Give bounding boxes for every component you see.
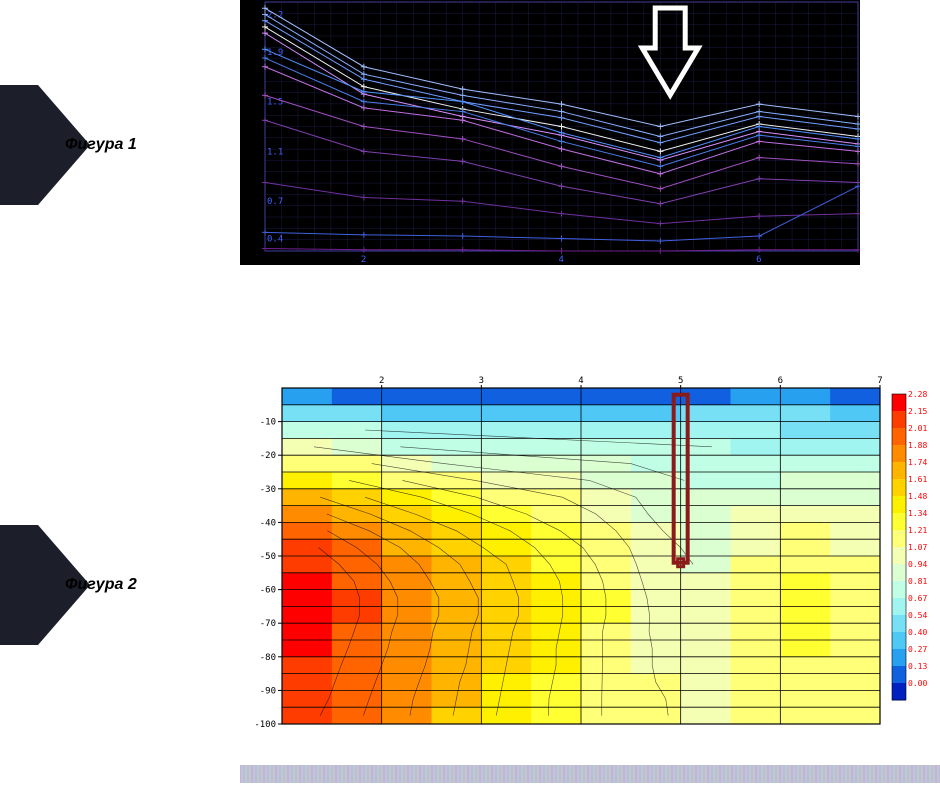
svg-text:1.34: 1.34 (908, 509, 927, 518)
fig1-label: Фигура 1 (65, 136, 137, 154)
fig2-chart: -10 -20 -30 -40 -50 -60 -70 -80 -90 -100 2 3 4 5 6 7 2.2… (240, 370, 940, 730)
svg-text:4: 4 (559, 255, 564, 265)
svg-text:0.81: 0.81 (908, 577, 927, 586)
svg-text:0.67: 0.67 (908, 594, 927, 603)
svg-text:-20: -20 (260, 451, 276, 461)
fig2-label-block: Фигура 2 (0, 525, 200, 645)
svg-text:-50: -50 (260, 552, 276, 562)
svg-text:-30: -30 (260, 485, 276, 495)
svg-text:0.7: 0.7 (267, 197, 283, 207)
noise-bar (240, 765, 940, 783)
svg-text:2.15: 2.15 (908, 407, 927, 416)
svg-text:1.48: 1.48 (908, 492, 927, 501)
svg-text:1.61: 1.61 (908, 475, 927, 484)
svg-text:1.5: 1.5 (267, 98, 283, 108)
svg-text:2: 2 (379, 376, 384, 386)
svg-text:2.01: 2.01 (908, 424, 927, 433)
svg-text:0.27: 0.27 (908, 645, 927, 654)
svg-text:2.2: 2.2 (267, 10, 283, 20)
svg-text:6: 6 (778, 376, 783, 386)
svg-text:3: 3 (479, 376, 484, 386)
svg-text:-60: -60 (260, 586, 276, 596)
svg-text:1.21: 1.21 (908, 526, 927, 535)
svg-text:7: 7 (877, 376, 882, 386)
svg-text:-100: -100 (254, 720, 276, 730)
fig1-chart: 0.40.71.11.51.92.2246 (240, 0, 860, 265)
svg-text:1.74: 1.74 (908, 458, 927, 467)
svg-text:1.07: 1.07 (908, 543, 927, 552)
svg-text:0.13: 0.13 (908, 662, 927, 671)
svg-text:5: 5 (678, 376, 683, 386)
svg-text:4: 4 (578, 376, 583, 386)
svg-text:2: 2 (361, 255, 366, 265)
svg-text:-70: -70 (260, 619, 276, 629)
fig1-label-block: Фигура 1 (0, 85, 200, 205)
svg-text:0.54: 0.54 (908, 611, 927, 620)
fig2-label: Фигура 2 (65, 576, 137, 594)
svg-text:-90: -90 (260, 686, 276, 696)
svg-text:1.1: 1.1 (267, 147, 283, 157)
svg-text:0.00: 0.00 (908, 679, 927, 688)
svg-text:0.40: 0.40 (908, 628, 927, 637)
svg-text:-80: -80 (260, 653, 276, 663)
svg-text:2.28: 2.28 (908, 390, 927, 399)
svg-text:0.4: 0.4 (267, 235, 283, 245)
svg-text:0.94: 0.94 (908, 560, 927, 569)
svg-text:6: 6 (756, 255, 761, 265)
svg-text:-10: -10 (260, 418, 276, 428)
svg-text:-40: -40 (260, 518, 276, 528)
svg-text:1.88: 1.88 (908, 441, 927, 450)
